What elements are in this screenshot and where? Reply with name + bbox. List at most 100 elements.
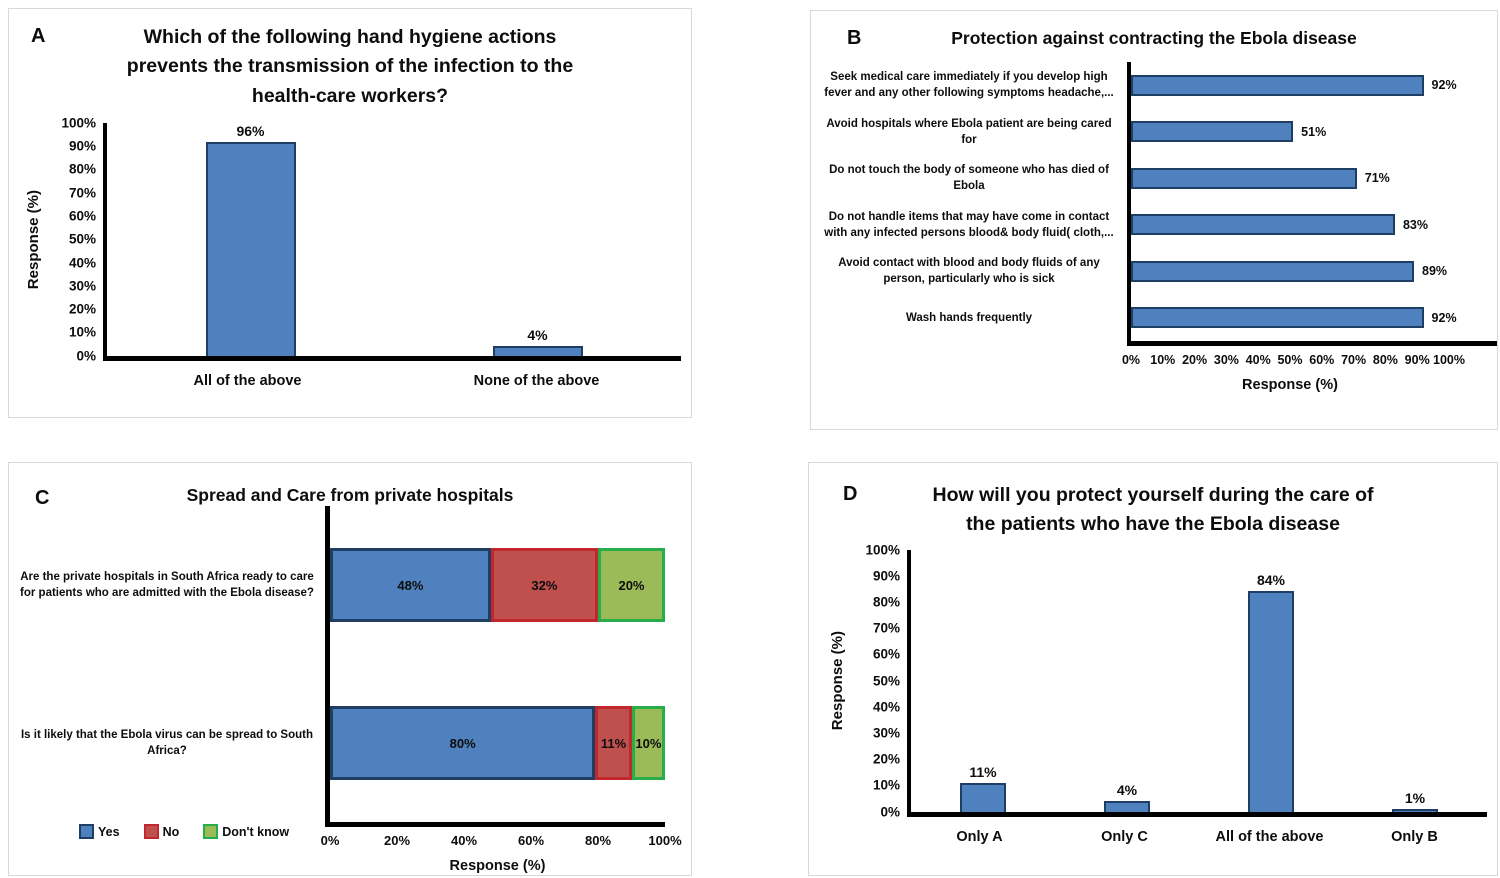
x-axis-tick: 60% — [517, 833, 545, 848]
bar-segment-dontknow: 10% — [631, 706, 665, 780]
bar-row: 51% — [1131, 109, 1497, 156]
bar-slot: 1% — [1343, 550, 1487, 812]
plot-area: 11% 4% 84% 1% — [907, 549, 1487, 817]
y-axis-tick: 70% — [872, 620, 900, 636]
y-axis-tick: 0% — [76, 348, 96, 364]
legend-item: Don't know — [203, 824, 289, 839]
y-axis-tick: 30% — [872, 725, 900, 741]
bar-slot: 96% — [107, 123, 394, 356]
bar — [1131, 260, 1415, 282]
panel-c-spread-care-chart: C Spread and Care from private hospitals… — [8, 462, 692, 876]
panel-letter: D — [843, 483, 858, 505]
x-axis-tick: 70% — [1341, 353, 1367, 367]
bar-slot: 84% — [1199, 550, 1343, 812]
x-axis-tick: 20% — [1182, 353, 1208, 367]
bar-row: 83% — [1131, 202, 1497, 249]
y-axis-tick: 100% — [865, 542, 900, 557]
category-label: All of the above — [193, 372, 302, 389]
panel-letter: C — [35, 487, 50, 509]
bar-slot: 11% — [911, 550, 1055, 812]
bar-value-label: 4% — [1116, 782, 1138, 799]
x-axis-tick: 20% — [383, 833, 411, 848]
y-axis-title-text: Response (%) — [24, 189, 42, 289]
bar-value-label: 92% — [1431, 78, 1457, 93]
legend-label: Don't know — [222, 824, 290, 839]
legend-item: No — [143, 824, 180, 839]
category-label: Only B — [1391, 828, 1438, 845]
x-axis-tick: 100% — [1433, 353, 1465, 367]
category-labels: Are the private hospitals in South Afric… — [9, 506, 325, 827]
y-axis-tick: 60% — [68, 208, 96, 224]
chart-area: Response (%) 0% 10% 20% 30% 40% 50% 60% 70% 80% 9… — [825, 542, 1487, 845]
y-axis-tick: 90% — [872, 568, 900, 584]
bar — [492, 346, 583, 356]
y-axis-tick: 30% — [68, 278, 96, 294]
chart-title: How will you protect yourself during the… — [932, 484, 1374, 536]
x-axis-ticks: 0% 20% 40% 60% 80% 100% — [321, 833, 682, 849]
x-axis-title: Response (%) — [449, 858, 546, 874]
bar — [1131, 167, 1357, 189]
panel-letter: B — [847, 27, 862, 49]
y-axis-title: Response (%) — [825, 550, 849, 812]
category-label: Only A — [956, 828, 1003, 845]
bar-value-label: 1% — [1404, 789, 1426, 806]
bar-row: 92% — [1131, 295, 1497, 342]
x-axis-tick: 0% — [1121, 353, 1141, 367]
bar-value-label: 83% — [1402, 217, 1428, 232]
x-axis-tick: 90% — [1404, 353, 1430, 367]
chart-title: Which of the following hand hygiene acti… — [126, 26, 574, 107]
y-axis-tick: 10% — [872, 777, 900, 793]
chart-area: Seek medical care immediately if you dev… — [811, 62, 1497, 346]
x-axis-tick: 0% — [320, 833, 340, 848]
category-label: Is it likely that the Ebola virus can be… — [20, 728, 314, 757]
y-axis-title-text: Response (%) — [828, 630, 846, 731]
bar — [1392, 808, 1438, 812]
bar-value-label: 71% — [1364, 171, 1390, 186]
y-axis-tick: 50% — [872, 673, 900, 688]
category-label: None of the above — [473, 372, 600, 389]
legend-label: No — [162, 824, 180, 839]
bar-row: 71% — [1131, 155, 1497, 202]
legend-swatch — [79, 824, 94, 839]
bar-slot: 4% — [394, 123, 681, 356]
legend-item: Yes — [79, 824, 120, 839]
bar — [1131, 307, 1424, 329]
y-axis-tick: 80% — [872, 594, 900, 610]
category-label: Do not handle items that may have come i… — [824, 210, 1114, 239]
panel-d-protect-yourself-chart: D How will you protect yourself during t… — [808, 462, 1498, 876]
x-axis-tick: 40% — [1245, 353, 1271, 367]
y-axis-tick: 70% — [68, 185, 96, 201]
y-axis-ticks: 0% 10% 20% 30% 40% 50% 60% 70% 80% 90% 100% — [849, 542, 907, 819]
y-axis-tick: 40% — [872, 699, 900, 715]
bar-value-label: 4% — [527, 327, 548, 344]
x-axis-tick: 100% — [648, 833, 682, 848]
y-axis-tick: 10% — [68, 324, 96, 340]
bar-segment-yes: 48% — [330, 548, 491, 622]
legend-label: Yes — [98, 824, 120, 839]
plot-column: 11% 4% 84% 1% Only A Only C All of the above O… — [907, 549, 1487, 845]
bar-row: 48% 32% 20% — [330, 506, 665, 664]
bar — [1104, 801, 1150, 812]
chart-title: Spread and Care from private hospitals — [186, 485, 514, 505]
y-axis-tick: 90% — [68, 138, 96, 154]
chart-area: Are the private hospitals in South Afric… — [9, 506, 665, 827]
category-label: All of the above — [1215, 828, 1324, 845]
x-axis-tick: 50% — [1277, 353, 1303, 367]
category-label: Avoid hospitals where Ebola patient are … — [826, 117, 1112, 146]
x-axis-tick: 80% — [584, 833, 612, 848]
bar — [1248, 591, 1294, 812]
legend: Yes No Don't know — [79, 824, 289, 839]
plot-area: 92% 51% 71% 83% 89% 92% — [1127, 62, 1497, 346]
chart-title: Protection against contracting the Ebola… — [951, 28, 1357, 48]
bar — [1131, 214, 1395, 236]
x-axis-tick: 80% — [1372, 353, 1398, 367]
bar-value-label: 51% — [1301, 124, 1327, 139]
y-axis-tick: 50% — [68, 231, 96, 247]
x-axis-tick: 10% — [1150, 353, 1176, 367]
chart-area: Response (%) 0% 10% 20% 30% 40% 50% 60% 70% 80% 9… — [21, 115, 681, 389]
bar-segment-no: 32% — [490, 548, 598, 622]
category-label: Only C — [1101, 828, 1148, 845]
plot-column: 96% 4% All of the above None of the above — [103, 122, 681, 389]
bar-value-label: 11% — [969, 763, 997, 780]
bar-segment-dontknow: 20% — [597, 548, 665, 622]
